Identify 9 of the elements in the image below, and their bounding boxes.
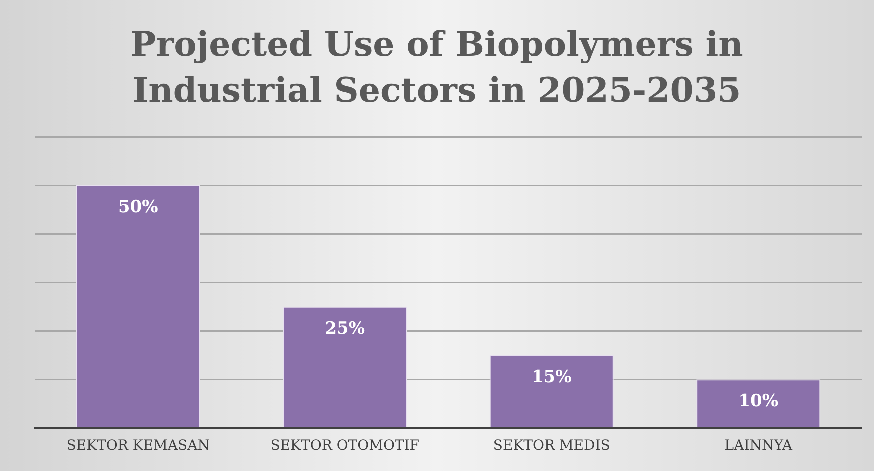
x-tick-label: SEKTOR MEDIS bbox=[493, 438, 610, 454]
data-label: 15% bbox=[532, 367, 572, 388]
x-tick-label: SEKTOR OTOMOTIF bbox=[270, 438, 420, 454]
data-label: 25% bbox=[325, 318, 366, 339]
x-tick-label: SEKTOR KEMASAN bbox=[66, 438, 210, 454]
x-tick-label: LAINNYA bbox=[724, 438, 794, 454]
data-label: 50% bbox=[118, 197, 158, 218]
data-label: 10% bbox=[738, 392, 779, 412]
chart-title: Projected Use of Biopolymers in Industrial Sectors in 2025-2035 bbox=[130, 24, 744, 113]
